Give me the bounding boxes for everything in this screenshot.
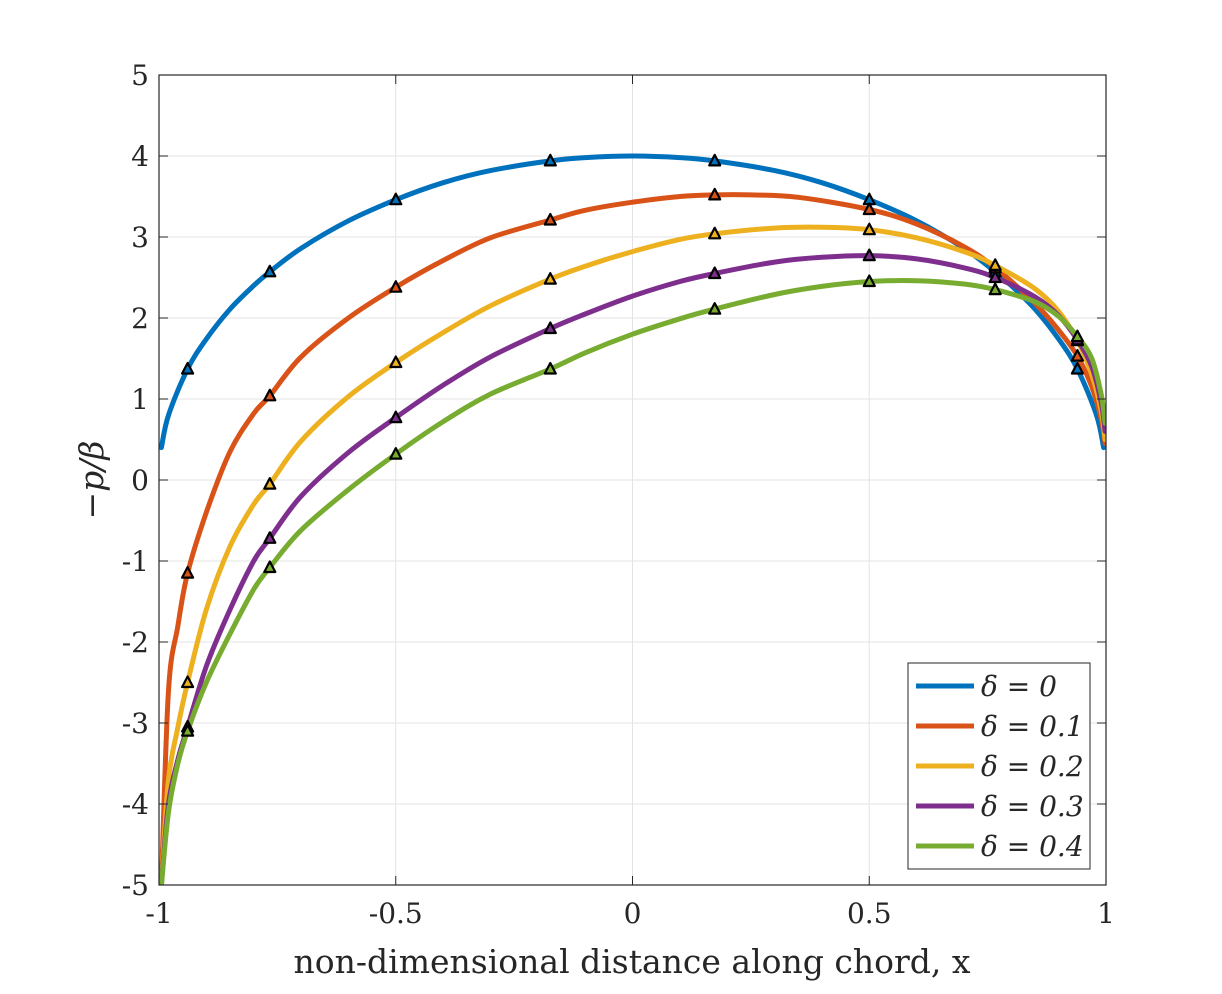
- series-marker: [988, 282, 1002, 296]
- legend-label: δ = 0.3: [981, 790, 1084, 823]
- y-tick-label: -4: [122, 788, 149, 821]
- y-tick-label: -2: [122, 626, 149, 659]
- x-axis-title: non-dimensional distance along chord, x: [294, 942, 971, 981]
- series-marker: [1070, 361, 1085, 375]
- series-line-4: [159, 278, 1106, 885]
- y-tick-label: 5: [131, 59, 149, 92]
- y-tick-label: -5: [122, 869, 149, 902]
- x-tick-label: 0.5: [847, 897, 892, 930]
- y-tick-label: 1: [131, 383, 149, 416]
- legend-items: δ = 0 δ = 0.1 δ = 0.2 δ = 0.3 δ = 0.4: [916, 670, 1084, 863]
- series-marker: [708, 153, 722, 167]
- legend-label: δ = 0.1: [981, 710, 1084, 743]
- series-marker: [543, 153, 557, 167]
- y-tick-label: 4: [131, 140, 149, 173]
- series-marker: [708, 266, 722, 280]
- series-marker: [862, 248, 876, 262]
- series-marker: [543, 212, 557, 226]
- y-tick-label: -1: [122, 545, 149, 578]
- legend-label: δ = 0: [981, 670, 1057, 703]
- x-tick-label: -0.5: [369, 897, 423, 930]
- x-tick-label: 0: [624, 897, 642, 930]
- series-layer: [159, 153, 1106, 885]
- series-marker: [389, 410, 403, 424]
- series-marker: [181, 675, 195, 689]
- series-line-0: [159, 153, 1106, 451]
- series-marker: [389, 355, 403, 369]
- marker-layer: [181, 153, 1085, 737]
- series-line-2: [159, 224, 1106, 885]
- legend-label: δ = 0.2: [981, 750, 1084, 783]
- series-line-3: [159, 253, 1106, 885]
- series-marker: [708, 302, 722, 315]
- y-tick-label: -3: [122, 707, 149, 740]
- series-marker: [862, 222, 876, 236]
- series-marker: [543, 272, 557, 285]
- y-tick-label: 0: [131, 464, 149, 497]
- y-axis-title: −p/β: [72, 441, 111, 520]
- series-marker: [708, 187, 722, 201]
- series-marker: [263, 264, 277, 278]
- y-tick-label: 2: [131, 302, 149, 335]
- series-marker: [181, 723, 195, 737]
- series-marker: [708, 226, 722, 240]
- series-marker: [543, 361, 557, 375]
- x-tick-label: -1: [145, 897, 172, 930]
- series-marker: [181, 361, 195, 375]
- series-marker: [1070, 349, 1085, 362]
- tick-labels: -1 -0.5 0 0.5 1 -5 -4 -3 -2 -1 0 1 2 3 4 5: [122, 59, 1115, 930]
- x-tick-label: 1: [1097, 897, 1115, 930]
- series-marker: [389, 192, 403, 206]
- series-marker: [988, 258, 1002, 271]
- series-marker: [389, 447, 403, 460]
- legend: δ = 0 δ = 0.1 δ = 0.2 δ = 0.3 δ = 0.4: [907, 662, 1091, 870]
- series-marker: [862, 202, 876, 216]
- series-marker: [543, 321, 557, 335]
- series-marker: [862, 274, 876, 288]
- ticks: [158, 74, 1107, 886]
- series-marker: [263, 477, 277, 490]
- legend-label: δ = 0.4: [981, 830, 1084, 863]
- series-marker: [263, 531, 277, 544]
- series-marker: [389, 280, 403, 293]
- series-marker: [988, 270, 1002, 284]
- series-marker: [263, 560, 277, 574]
- series-marker: [181, 565, 195, 579]
- series-marker: [1070, 329, 1085, 343]
- y-tick-label: 3: [131, 221, 149, 254]
- series-marker: [263, 388, 277, 402]
